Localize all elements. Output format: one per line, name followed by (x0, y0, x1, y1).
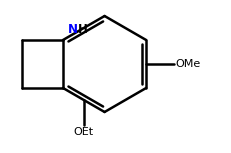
Text: OEt: OEt (74, 127, 94, 137)
Text: N: N (68, 23, 78, 36)
Text: OMe: OMe (175, 59, 200, 69)
Text: H: H (78, 23, 88, 36)
